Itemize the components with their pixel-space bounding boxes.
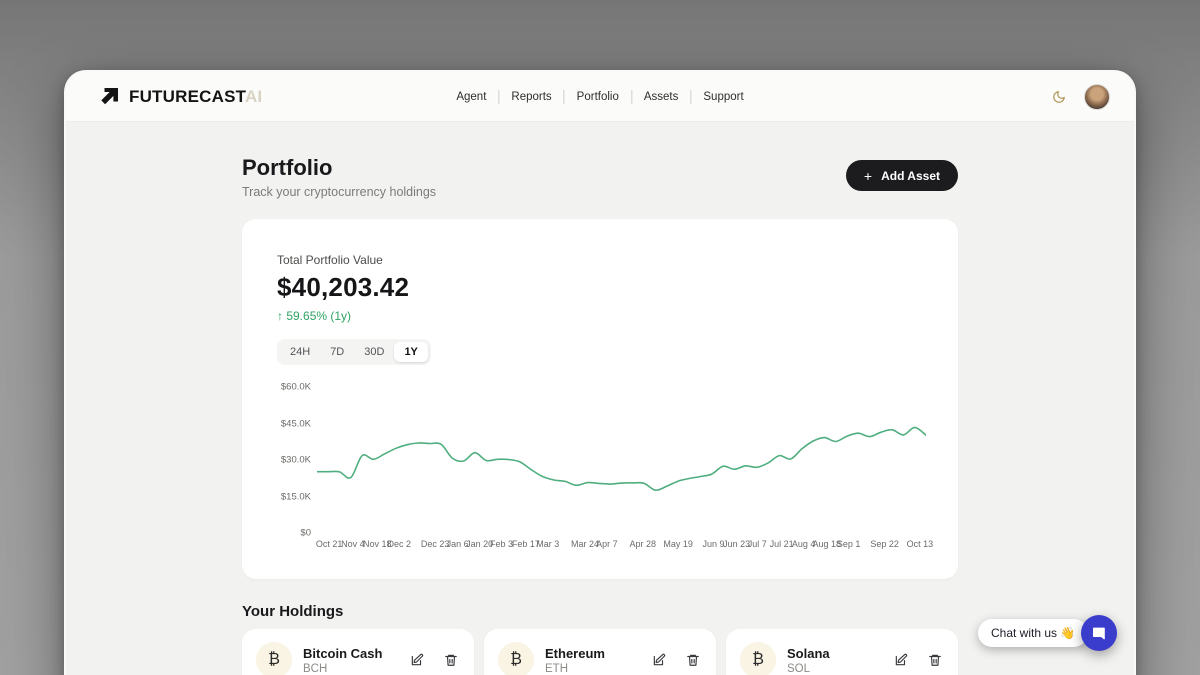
y-tick-label: $15.0K bbox=[280, 491, 311, 502]
y-axis-labels: $60.0K $45.0K $30.0K $15.0K $0 bbox=[277, 382, 317, 539]
main-content: Portfolio Track your cryptocurrency hold… bbox=[242, 155, 958, 675]
x-tick-label: Sep 22 bbox=[870, 539, 899, 549]
x-tick-label: Nov 18 bbox=[363, 539, 392, 549]
x-tick-label: Aug 18 bbox=[812, 539, 841, 549]
page-head: Portfolio Track your cryptocurrency hold… bbox=[242, 155, 958, 199]
tab-7d[interactable]: 7D bbox=[330, 346, 345, 358]
logo-text: FUTURECASTAI bbox=[129, 86, 263, 106]
x-tick-label: Mar 3 bbox=[536, 539, 560, 549]
line-chart: $60.0K $45.0K $30.0K $15.0K $0 Oct 21 Nov 4 No… bbox=[277, 382, 933, 553]
holding-card-sol: ₿ Solana SOL AI Score: -1 (Slightly Bear… bbox=[726, 629, 958, 675]
add-asset-button[interactable]: + Add Asset bbox=[845, 160, 958, 191]
x-tick-label: Jan 20 bbox=[466, 539, 494, 549]
tab-1y[interactable]: 1Y bbox=[394, 342, 428, 362]
total-portfolio-label: Total Portfolio Value bbox=[277, 253, 383, 267]
x-tick-label: Jul 21 bbox=[769, 539, 794, 549]
coin-symbol: SOL bbox=[787, 662, 811, 675]
user-avatar[interactable] bbox=[1084, 83, 1110, 110]
portfolio-change: ↑ 59.65% (1y) bbox=[277, 309, 352, 323]
app-header: FUTURECASTAI Agent Reports Portfolio Ass… bbox=[66, 72, 1134, 122]
trash-icon[interactable] bbox=[926, 651, 944, 669]
coin-symbol: BCH bbox=[303, 662, 328, 675]
time-range-tabs: 24H 7D 30D 1Y bbox=[277, 339, 431, 365]
x-tick-label: Apr 7 bbox=[596, 539, 618, 549]
tab-24h[interactable]: 24H bbox=[290, 346, 311, 358]
x-tick-label: Feb 3 bbox=[490, 539, 514, 549]
y-tick-label: $60.0K bbox=[280, 381, 311, 393]
nav-item-reports[interactable]: Reports bbox=[511, 90, 552, 103]
holding-card-eth: ₿ Ethereum ETH AI Score: -4 (Slightly Be… bbox=[484, 629, 716, 675]
holdings-grid: ₿ Bitcoin Cash BCH AI Score: -1 (Slightl… bbox=[242, 629, 958, 675]
coin-icon: ₿ bbox=[740, 642, 776, 675]
y-tick-label: $0 bbox=[300, 527, 311, 539]
total-portfolio-value: $40,203.42 bbox=[277, 272, 410, 302]
nav-item-assets[interactable]: Assets bbox=[643, 90, 679, 103]
nav-item-portfolio[interactable]: Portfolio bbox=[576, 90, 619, 103]
holdings-title: Your Holdings bbox=[242, 603, 344, 620]
x-tick-label: Dec 2 bbox=[387, 539, 411, 549]
x-tick-label: Mar 24 bbox=[570, 539, 599, 549]
tab-30d[interactable]: 30D bbox=[364, 346, 385, 358]
x-tick-label: Jun 23 bbox=[723, 539, 751, 549]
trash-icon[interactable] bbox=[684, 651, 702, 669]
x-tick-label: Jul 7 bbox=[747, 539, 767, 549]
edit-icon[interactable] bbox=[408, 651, 426, 669]
x-tick-label: Jan 6 bbox=[446, 539, 469, 549]
coin-name: Bitcoin Cash bbox=[303, 645, 383, 661]
page-title: Portfolio bbox=[242, 155, 333, 180]
page-subtitle: Track your cryptocurrency holdings bbox=[242, 185, 437, 199]
x-tick-label: Sep 1 bbox=[836, 539, 861, 549]
nav-item-support[interactable]: Support bbox=[703, 90, 744, 103]
coin-name: Solana bbox=[787, 645, 830, 661]
moon-icon[interactable] bbox=[1050, 88, 1068, 106]
nav-item-agent[interactable]: Agent bbox=[456, 90, 487, 103]
app-window: FUTURECASTAI Agent Reports Portfolio Ass… bbox=[64, 70, 1136, 675]
plus-icon: + bbox=[863, 167, 873, 184]
x-tick-label: Dec 23 bbox=[420, 539, 450, 549]
coin-icon: ₿ bbox=[498, 642, 534, 675]
chat-with-us-pill[interactable]: Chat with us 👋 bbox=[978, 619, 1089, 647]
nav-separator bbox=[630, 89, 632, 104]
logo-arrow-icon bbox=[96, 84, 122, 110]
coin-symbol: ETH bbox=[545, 662, 568, 675]
chat-bubble-icon bbox=[1093, 627, 1105, 640]
edit-icon[interactable] bbox=[892, 651, 910, 669]
x-tick-label: Apr 28 bbox=[629, 539, 657, 549]
chart-plot-area bbox=[317, 387, 926, 533]
x-tick-label: May 19 bbox=[663, 539, 693, 549]
holding-card-bch: ₿ Bitcoin Cash BCH AI Score: -1 (Slightl… bbox=[242, 629, 474, 675]
main-nav: Agent Reports Portfolio Assets Support bbox=[444, 87, 755, 107]
chart-line-svg bbox=[317, 426, 926, 492]
x-tick-label: Nov 4 bbox=[341, 539, 365, 549]
edit-icon[interactable] bbox=[650, 651, 668, 669]
coin-icon: ₿ bbox=[256, 642, 292, 675]
trash-icon[interactable] bbox=[442, 651, 460, 669]
y-tick-label: $45.0K bbox=[280, 418, 311, 429]
nav-separator bbox=[498, 89, 500, 104]
nav-separator bbox=[563, 89, 565, 104]
coin-name: Ethereum bbox=[545, 645, 605, 661]
x-axis-labels: Oct 21 Nov 4 Nov 18 Dec 2 Dec 23 Jan 6 Jan 20 F… bbox=[315, 539, 933, 553]
portfolio-value-card: Total Portfolio Value $40,203.42 ↑ 59.65… bbox=[242, 219, 958, 579]
logo[interactable]: FUTURECASTAI bbox=[96, 84, 262, 110]
x-tick-label: Oct 21 bbox=[315, 539, 343, 549]
x-tick-label: Oct 13 bbox=[906, 539, 934, 549]
x-tick-label: Feb 17 bbox=[511, 539, 540, 549]
x-tick-label: Aug 4 bbox=[791, 539, 816, 549]
header-right bbox=[1050, 83, 1110, 110]
nav-separator bbox=[690, 89, 692, 104]
chat-launcher-button[interactable] bbox=[1081, 615, 1117, 651]
x-tick-label: Jun 9 bbox=[702, 539, 725, 549]
y-tick-label: $30.0K bbox=[280, 454, 311, 466]
